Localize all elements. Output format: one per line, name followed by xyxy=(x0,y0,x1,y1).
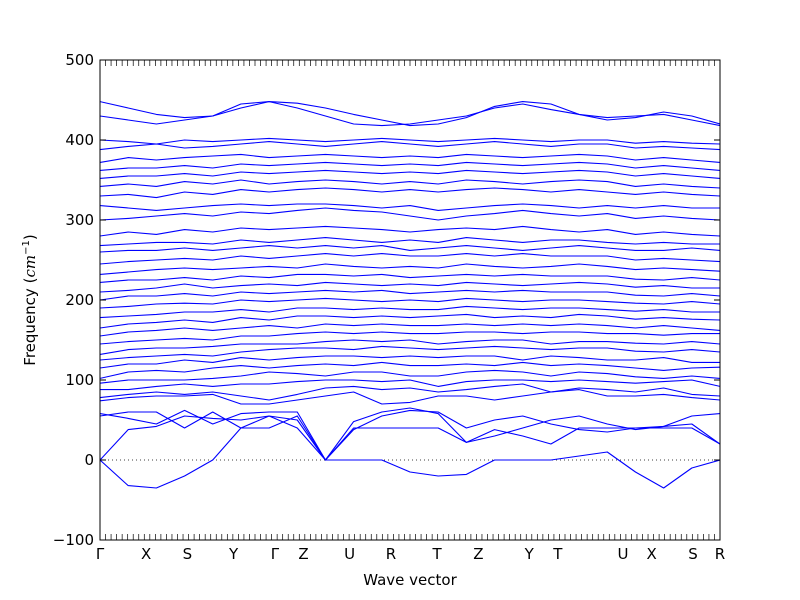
series-line-9 xyxy=(100,355,720,369)
series-line-12 xyxy=(100,331,720,345)
y-tick-label-3: 200 xyxy=(65,291,94,309)
series-line-29 xyxy=(100,169,720,179)
series-line-11 xyxy=(100,339,720,355)
y-tick-label-0: −100 xyxy=(53,531,94,549)
series-line-8 xyxy=(100,361,720,379)
x-tick-label-11: T xyxy=(552,545,563,563)
series-line-6 xyxy=(100,379,720,391)
y-tick-labels: −100 0 100 200 300 400 500 xyxy=(53,51,94,549)
phonon-branches xyxy=(100,101,720,489)
y-tick-label-5: 400 xyxy=(65,131,94,149)
series-line-18 xyxy=(100,281,720,293)
series-line-2 xyxy=(100,411,720,461)
y-axis-label: Frequency (cm−1) xyxy=(21,234,39,365)
series-line-34 xyxy=(100,101,720,127)
series-line-26 xyxy=(100,203,720,211)
series-line-21 xyxy=(100,253,720,265)
x-tick-label-9: Z xyxy=(473,545,483,563)
x-tick-label-12: U xyxy=(618,545,629,563)
axis-ticks xyxy=(99,59,721,541)
series-line-10 xyxy=(100,345,720,361)
y-tick-label-1: 0 xyxy=(84,451,94,469)
x-tick-label-13: X xyxy=(647,545,657,563)
series-line-23 xyxy=(100,237,720,247)
x-tick-label-1: X xyxy=(141,545,151,563)
series-line-20 xyxy=(100,263,720,275)
x-axis-label: Wave vector xyxy=(363,571,457,589)
series-line-22 xyxy=(100,245,720,253)
series-line-27 xyxy=(100,187,720,199)
x-tick-label-6: U xyxy=(344,545,355,563)
x-tick-label-7: R xyxy=(386,545,396,563)
series-line-0 xyxy=(100,415,720,489)
series-line-33 xyxy=(100,137,720,145)
series-line-35 xyxy=(100,101,720,127)
x-tick-label-0: Γ xyxy=(96,545,105,563)
series-line-14 xyxy=(100,313,720,329)
x-tick-label-3: Y xyxy=(228,545,239,563)
x-tick-label-2: S xyxy=(183,545,193,563)
series-line-16 xyxy=(100,297,720,309)
series-line-4 xyxy=(100,389,720,405)
series-line-13 xyxy=(100,323,720,337)
x-tick-label-4: Γ xyxy=(271,545,280,563)
series-line-5 xyxy=(100,383,720,401)
series-line-7 xyxy=(100,369,720,384)
x-tick-label-10: Y xyxy=(524,545,535,563)
y-tick-label-4: 300 xyxy=(65,211,94,229)
series-line-3 xyxy=(100,409,720,461)
series-line-32 xyxy=(100,141,720,151)
series-line-28 xyxy=(100,179,720,189)
series-line-15 xyxy=(100,305,720,319)
series-line-17 xyxy=(100,289,720,301)
y-tick-label-2: 100 xyxy=(65,371,94,389)
x-tick-label-8: T xyxy=(431,545,442,563)
series-line-19 xyxy=(100,273,720,283)
x-tick-label-14: S xyxy=(688,545,698,563)
x-tick-label-5: Z xyxy=(298,545,308,563)
x-tick-label-15: R xyxy=(715,545,725,563)
series-line-31 xyxy=(100,153,720,163)
series-line-24 xyxy=(100,225,720,237)
series-line-25 xyxy=(100,207,720,221)
series-line-30 xyxy=(100,161,720,171)
y-tick-label-6: 500 xyxy=(65,51,94,69)
